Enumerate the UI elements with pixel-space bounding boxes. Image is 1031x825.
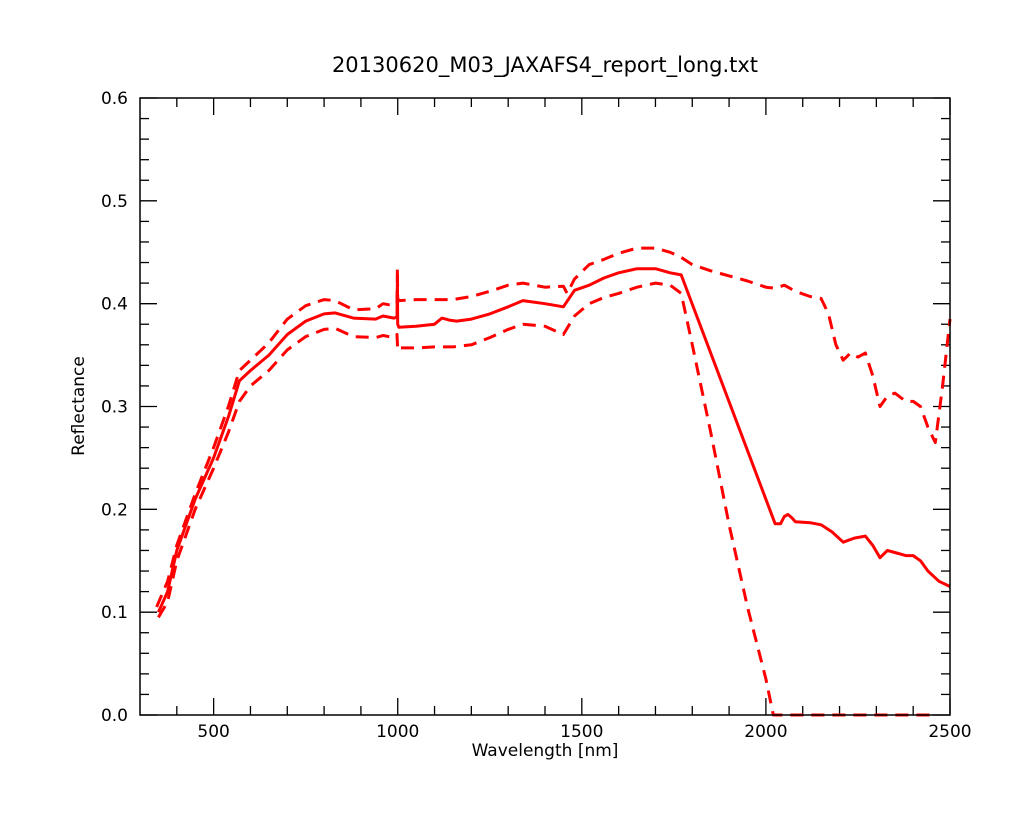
y-tick-label: 0.4 xyxy=(101,295,128,315)
data-series xyxy=(155,246,952,717)
solid-series-line xyxy=(157,267,951,613)
dashed-series-line-1 xyxy=(155,246,952,608)
x-axis-label: Wavelength [nm] xyxy=(472,741,619,761)
y-tick-label: 0.5 xyxy=(101,192,128,212)
x-tick-label: 2500 xyxy=(928,722,971,742)
x-tick-label: 1000 xyxy=(376,722,419,742)
chart-title: 20130620_M03_JAXAFS4_report_long.txt xyxy=(332,53,758,78)
dashed-series-line-2 xyxy=(157,281,936,717)
y-tick-label: 0.2 xyxy=(101,500,128,520)
y-tick-label: 0.3 xyxy=(101,398,128,418)
axis-tick-labels: 500 1000 1500 2000 2500 0.0 0.1 0.2 0.3 0.4 0.5 0.6 xyxy=(101,89,972,742)
y-tick-label: 0.1 xyxy=(101,603,128,623)
y-tick-label: 0.6 xyxy=(101,89,128,109)
axis-ticks xyxy=(140,97,951,716)
x-tick-label: 2000 xyxy=(744,722,787,742)
x-tick-label: 500 xyxy=(197,722,229,742)
x-tick-label: 1500 xyxy=(560,722,603,742)
y-tick-label: 0.0 xyxy=(101,706,128,726)
y-axis-label: Reflectance xyxy=(69,356,89,456)
plot-frame xyxy=(139,97,951,716)
